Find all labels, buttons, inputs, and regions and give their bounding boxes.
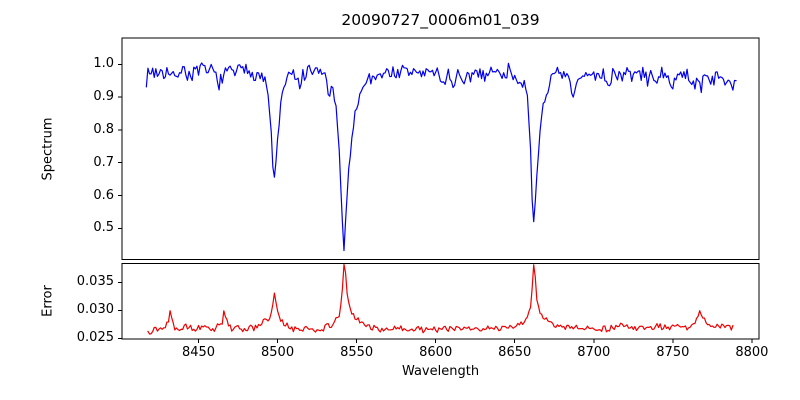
y-tick-label: 0.030 (76, 302, 114, 318)
error-axis-label: Error (40, 285, 56, 317)
x-tick-label: 8600 (419, 345, 453, 360)
y-tick-label: 0.035 (76, 274, 114, 290)
y-tick-label: 0.5 (93, 220, 114, 236)
spectrum-axis-label: Spectrum (40, 117, 56, 181)
chart-title: 20090727_0006m01_039 (341, 11, 540, 29)
y-tick-label: 0.7 (93, 154, 114, 170)
axes-layer (118, 37, 760, 343)
x-tick-label: 8700 (577, 345, 611, 360)
spectrum-line (145, 62, 737, 252)
y-tick-label: 1.0 (93, 56, 114, 72)
x-tick-label: 8550 (340, 345, 374, 360)
series-layer (145, 62, 737, 335)
x-tick-label: 8800 (735, 345, 769, 360)
error-line (147, 263, 734, 335)
x-tick-label: 8450 (181, 345, 216, 360)
spectrum-panel (121, 37, 760, 260)
wavelength-axis-label: Wavelength (401, 364, 480, 379)
x-tick-label: 8750 (656, 345, 690, 360)
y-tick-label: 0.025 (76, 330, 114, 346)
error-panel (121, 263, 760, 340)
x-tick-label: 8500 (261, 345, 295, 360)
y-tick-label: 0.6 (93, 187, 114, 203)
y-tick-label: 0.8 (93, 121, 114, 137)
y-tick-label: 0.9 (93, 89, 114, 105)
x-tick-label: 8650 (498, 345, 532, 360)
